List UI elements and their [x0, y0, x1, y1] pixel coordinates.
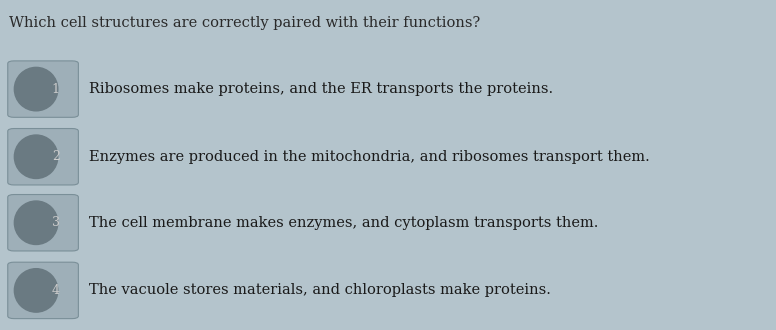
Text: 3: 3: [52, 216, 60, 229]
FancyBboxPatch shape: [8, 194, 78, 251]
Text: 4: 4: [52, 284, 60, 297]
FancyBboxPatch shape: [8, 61, 78, 117]
Ellipse shape: [15, 135, 58, 179]
Text: Enzymes are produced in the mitochondria, and ribosomes transport them.: Enzymes are produced in the mitochondria…: [89, 150, 650, 164]
Text: Ribosomes make proteins, and the ER transports the proteins.: Ribosomes make proteins, and the ER tran…: [89, 82, 553, 96]
Text: The cell membrane makes enzymes, and cytoplasm transports them.: The cell membrane makes enzymes, and cyt…: [89, 216, 598, 230]
Ellipse shape: [15, 201, 58, 245]
Ellipse shape: [15, 269, 58, 312]
FancyBboxPatch shape: [8, 128, 78, 185]
Text: 2: 2: [52, 150, 60, 163]
Text: Which cell structures are correctly paired with their functions?: Which cell structures are correctly pair…: [9, 16, 480, 30]
Text: 1: 1: [52, 82, 60, 96]
Ellipse shape: [15, 67, 58, 111]
FancyBboxPatch shape: [8, 262, 78, 319]
Text: The vacuole stores materials, and chloroplasts make proteins.: The vacuole stores materials, and chloro…: [89, 283, 551, 297]
